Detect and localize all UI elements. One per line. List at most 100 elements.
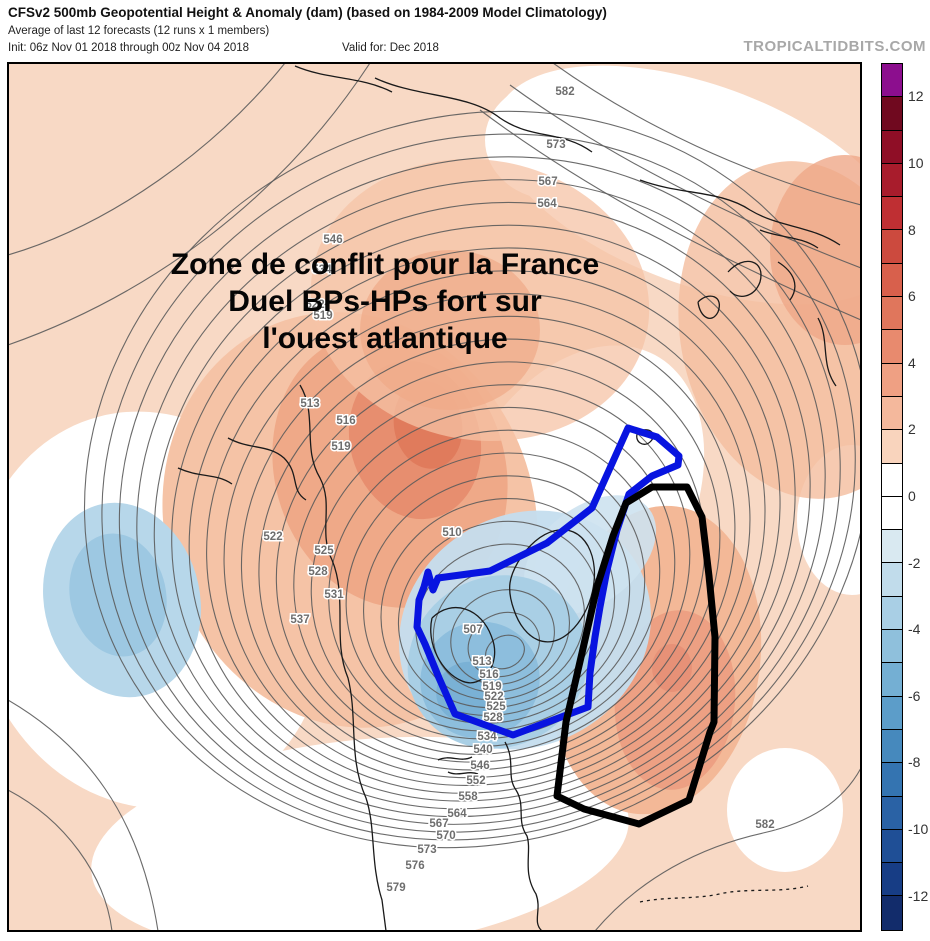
contour-value-label: 552 [466, 775, 485, 787]
colorbar-cell [882, 297, 902, 331]
colorbar-cell [882, 596, 902, 631]
contour-value-label: 522 [263, 531, 282, 543]
contour-value-label: 519 [482, 681, 501, 693]
colorbar-cell [882, 729, 902, 764]
contour-value-label: 573 [417, 844, 436, 856]
contour-value-label: 579 [386, 882, 405, 894]
colorbar-tick-label: 12 [908, 88, 924, 105]
height-contour-ring [118, 156, 841, 833]
colorbar-cell [882, 396, 902, 431]
colorbar-cell [882, 197, 902, 231]
anomaly-shading-blob [727, 748, 843, 872]
height-contour-ring [485, 634, 525, 670]
colorbar-cell [882, 430, 902, 464]
map-border [7, 62, 862, 932]
coastline-path [697, 295, 720, 319]
colorbar-cell [882, 530, 902, 564]
black-highlight-polygon [553, 483, 719, 828]
colorbar-tick-label: 8 [908, 221, 916, 238]
contour-value-label: 516 [336, 415, 355, 427]
height-contour-line [8, 63, 371, 346]
contour-value-label: 573 [546, 139, 565, 151]
contour-value-label: 516 [479, 669, 498, 681]
coastline-path [437, 756, 479, 775]
height-contour-line [8, 789, 113, 931]
colorbar-cell [882, 64, 902, 98]
colorbar-cell [882, 896, 902, 930]
map-title: CFSv2 500mb Geopotential Height & Anomal… [8, 5, 607, 20]
height-contour-ring [101, 133, 856, 841]
height-contour-ring [223, 293, 751, 786]
forecast-average-note: Average of last 12 forecasts (12 runs x … [8, 25, 270, 37]
contour-value-label: 522 [484, 691, 503, 703]
colorbar-cell [882, 696, 902, 730]
coastline-path [177, 437, 307, 501]
contour-value-label: 534 [312, 264, 332, 276]
coastline-path [430, 607, 496, 684]
colorbar-tick-label: -2 [908, 554, 921, 571]
height-contour-ring [363, 475, 631, 724]
contour-value-label: 537 [290, 614, 309, 626]
contour-value-label: 546 [470, 760, 489, 772]
coastline-path [727, 260, 762, 297]
colorbar-cell [882, 230, 902, 264]
contour-value-label: 558 [458, 791, 478, 803]
contour-value-label: 507 [463, 624, 482, 636]
contour-value-label: 522 [305, 299, 324, 311]
colorbar-cell [882, 630, 902, 664]
height-contour-ring [275, 361, 706, 763]
contour-value-label: 513 [300, 398, 319, 410]
contour-value-label: 576 [405, 860, 424, 872]
contour-value-label: 582 [755, 819, 774, 831]
contour-value-label: 531 [324, 589, 344, 601]
valid-period: Valid for: Dec 2018 [342, 42, 439, 54]
contour-value-label: 510 [442, 527, 461, 539]
contour-value-label: 570 [436, 830, 455, 842]
colorbar-tick-label: -12 [908, 887, 929, 904]
height-contour-ring [206, 270, 766, 794]
colorbar-tick-label: 10 [908, 154, 924, 171]
colorbar-cell [882, 97, 902, 131]
colorbar-tick-label: 4 [908, 354, 916, 371]
coastline-path [504, 741, 543, 931]
height-contour-ring [415, 543, 586, 701]
height-contour-line [479, 109, 861, 321]
contour-value-label: 582 [555, 86, 574, 98]
anomaly-shading-blob [360, 250, 540, 410]
colorbar-cell [882, 263, 902, 298]
contour-value-label: 564 [447, 808, 467, 820]
colorbar-cell [882, 796, 902, 830]
colorbar-cell [882, 496, 902, 531]
colorbar-cell [882, 663, 902, 697]
height-contour-ring [153, 201, 811, 818]
colorbar-tick-label: -8 [908, 754, 921, 771]
contour-value-label: 528 [483, 712, 503, 724]
coastline-islands-dashed [639, 885, 809, 903]
anomaly-shading-blob [523, 495, 657, 615]
colorbar-cell [882, 163, 902, 198]
height-contour-ring [240, 315, 736, 779]
colorbar-tick-label: 0 [908, 488, 916, 504]
contour-value-label: 525 [486, 701, 506, 713]
height-contour-ring [450, 589, 555, 685]
site-watermark: TROPICALTIDBITS.COM [743, 38, 926, 55]
contour-value-label: 519 [331, 441, 350, 453]
colorbar-cell [882, 863, 902, 897]
height-contour-line [552, 63, 861, 206]
contour-value-label: 519 [313, 310, 332, 322]
height-contour-ring [188, 247, 781, 802]
height-contour-ring [171, 224, 796, 810]
colorbar-tick-label: 2 [908, 421, 916, 438]
contour-value-label: 564 [537, 198, 557, 210]
contour-value-label: 546 [323, 234, 342, 246]
height-contour-ring [397, 520, 601, 709]
height-contour-line [8, 699, 159, 931]
contour-value-label: 534 [477, 731, 497, 743]
blue-highlight-polygon [413, 424, 683, 739]
colorbar-cell [882, 463, 902, 497]
colorbar-tick-label: -4 [908, 621, 921, 638]
height-contour-line [8, 63, 286, 256]
